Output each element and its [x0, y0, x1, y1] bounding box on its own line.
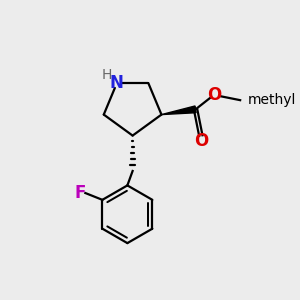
Polygon shape — [161, 106, 196, 115]
Text: O: O — [207, 86, 221, 104]
Text: O: O — [194, 132, 208, 150]
Text: F: F — [75, 184, 86, 202]
Text: H: H — [102, 68, 112, 82]
Text: N: N — [110, 74, 124, 92]
Text: methyl: methyl — [248, 93, 296, 107]
